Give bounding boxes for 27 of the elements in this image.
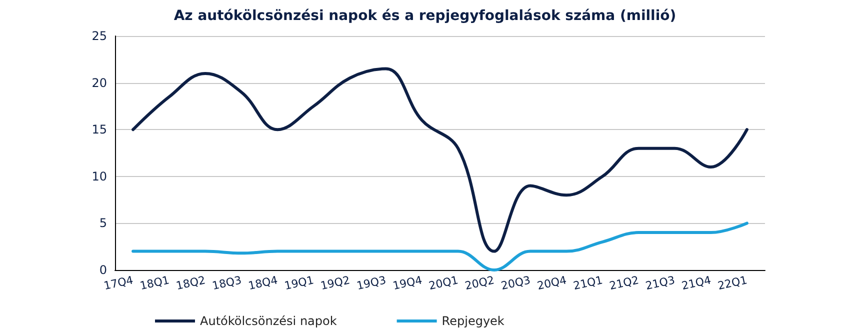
x-tick-label: 19Q3 [356,274,388,293]
x-tick-label: 22Q1 [716,274,748,293]
y-tick-label: 5 [99,216,107,230]
x-tick-label: 19Q4 [392,274,424,293]
x-tick-label: 20Q1 [428,274,460,293]
x-tick-label: 19Q1 [283,274,315,293]
x-tick-label: 20Q4 [536,274,568,293]
y-tick-label: 25 [92,29,107,43]
x-tick-label: 18Q3 [211,274,243,293]
legend-label: Autókölcsönzési napok [200,314,337,328]
y-tick-label: 15 [92,122,107,137]
x-tick-label: 21Q1 [572,274,604,293]
x-tick-label: 20Q2 [464,274,496,293]
line-series [132,222,748,272]
x-tick-label: 18Q4 [247,274,279,293]
y-tick-label: 20 [92,76,107,90]
x-tick-label: 19Q2 [319,274,352,293]
legend-label: Repjegyek [442,314,504,328]
line-series [132,67,748,253]
x-tick-label: 18Q2 [174,274,207,293]
x-tick-label: 18Q1 [138,274,171,293]
y-tick-label: 10 [92,169,107,184]
chart-title: Az autókölcsönzési napok és a repjegyfoglalások száma (millió) [174,8,676,24]
x-tick-label: 21Q3 [644,274,676,293]
x-tick-label: 20Q3 [500,274,532,293]
x-tick-label: 21Q2 [608,274,640,293]
x-tick-label: 21Q4 [680,274,712,293]
